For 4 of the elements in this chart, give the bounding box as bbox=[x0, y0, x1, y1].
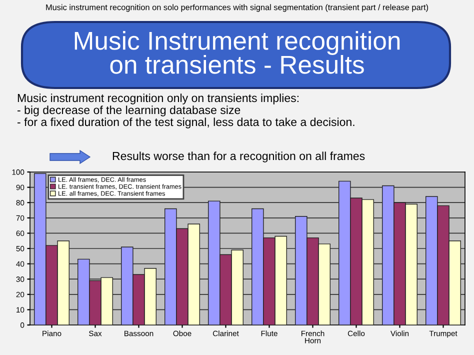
chart-subtitle: Music instrument recognition on solo performances with signal segmentation (transient part / release part) bbox=[46, 4, 428, 12]
text: Results worse than for a recognition on all frames bbox=[112, 152, 365, 162]
text: Music instrument recognition only on transients implies: - big decrease of the learning database size - for a fixed duration of the test signal, less data to take a decision. bbox=[18, 94, 354, 128]
chart-title: Music Instrument recognition on transients - Results bbox=[74, 31, 400, 74]
